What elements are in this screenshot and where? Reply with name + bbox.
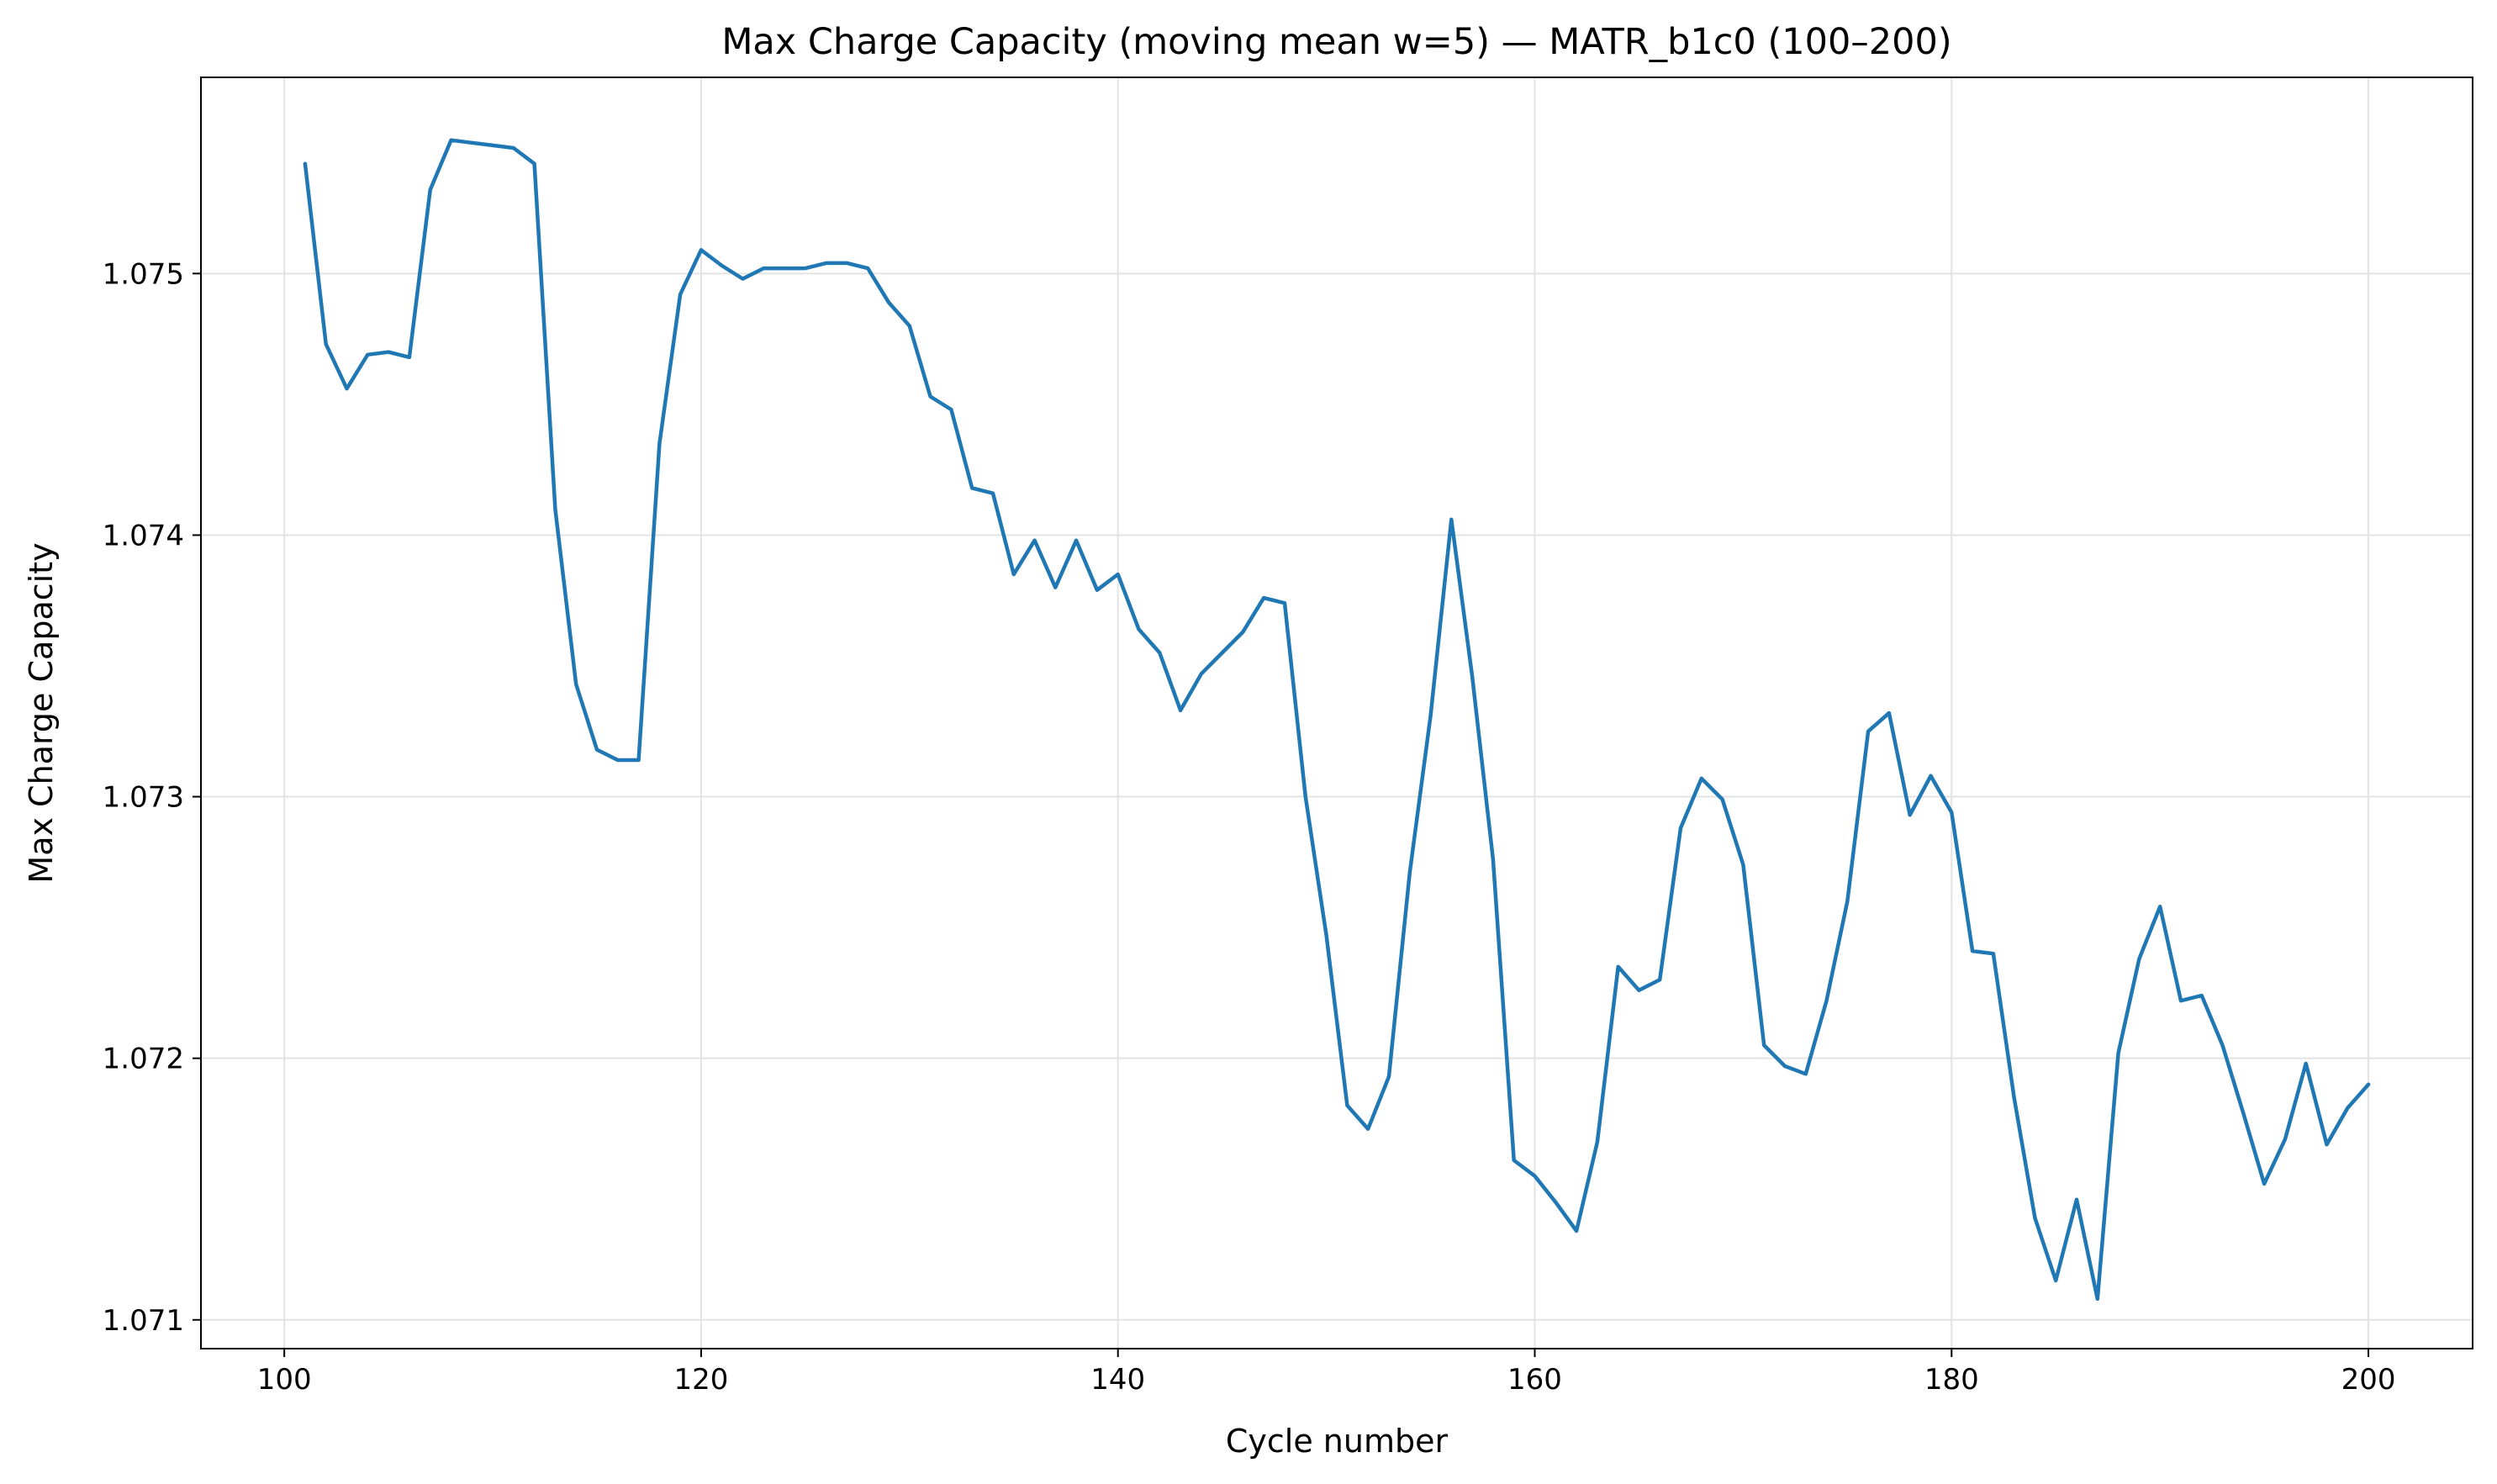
x-tick-label: 160 xyxy=(1507,1363,1562,1397)
x-tick-label: 180 xyxy=(1924,1363,1979,1397)
axis-ticks: 100 120 140 160 180 200 1.071 1.072 1.073 1.074 1.… xyxy=(103,257,2396,1397)
y-tick-label: 1.075 xyxy=(103,257,184,291)
series-line xyxy=(303,138,2371,1302)
x-tick-label: 120 xyxy=(673,1363,728,1397)
y-tick-label: 1.072 xyxy=(103,1043,184,1076)
y-tick-label: 1.074 xyxy=(103,519,184,552)
x-tick-label: 100 xyxy=(257,1363,312,1397)
y-tick-label: 1.071 xyxy=(103,1304,184,1338)
y-axis-label: Max Charge Capacity xyxy=(23,542,60,883)
series-layer xyxy=(303,138,2371,1302)
x-axis-label: Cycle number xyxy=(1226,1423,1449,1460)
grid-lines xyxy=(201,77,2473,1349)
chart-title: Max Charge Capacity (moving mean w=5) — … xyxy=(721,21,1951,63)
x-tick-label: 200 xyxy=(2341,1363,2396,1397)
y-tick-label: 1.073 xyxy=(103,781,184,815)
x-tick-label: 140 xyxy=(1090,1363,1145,1397)
plot-frame xyxy=(200,77,2473,1349)
